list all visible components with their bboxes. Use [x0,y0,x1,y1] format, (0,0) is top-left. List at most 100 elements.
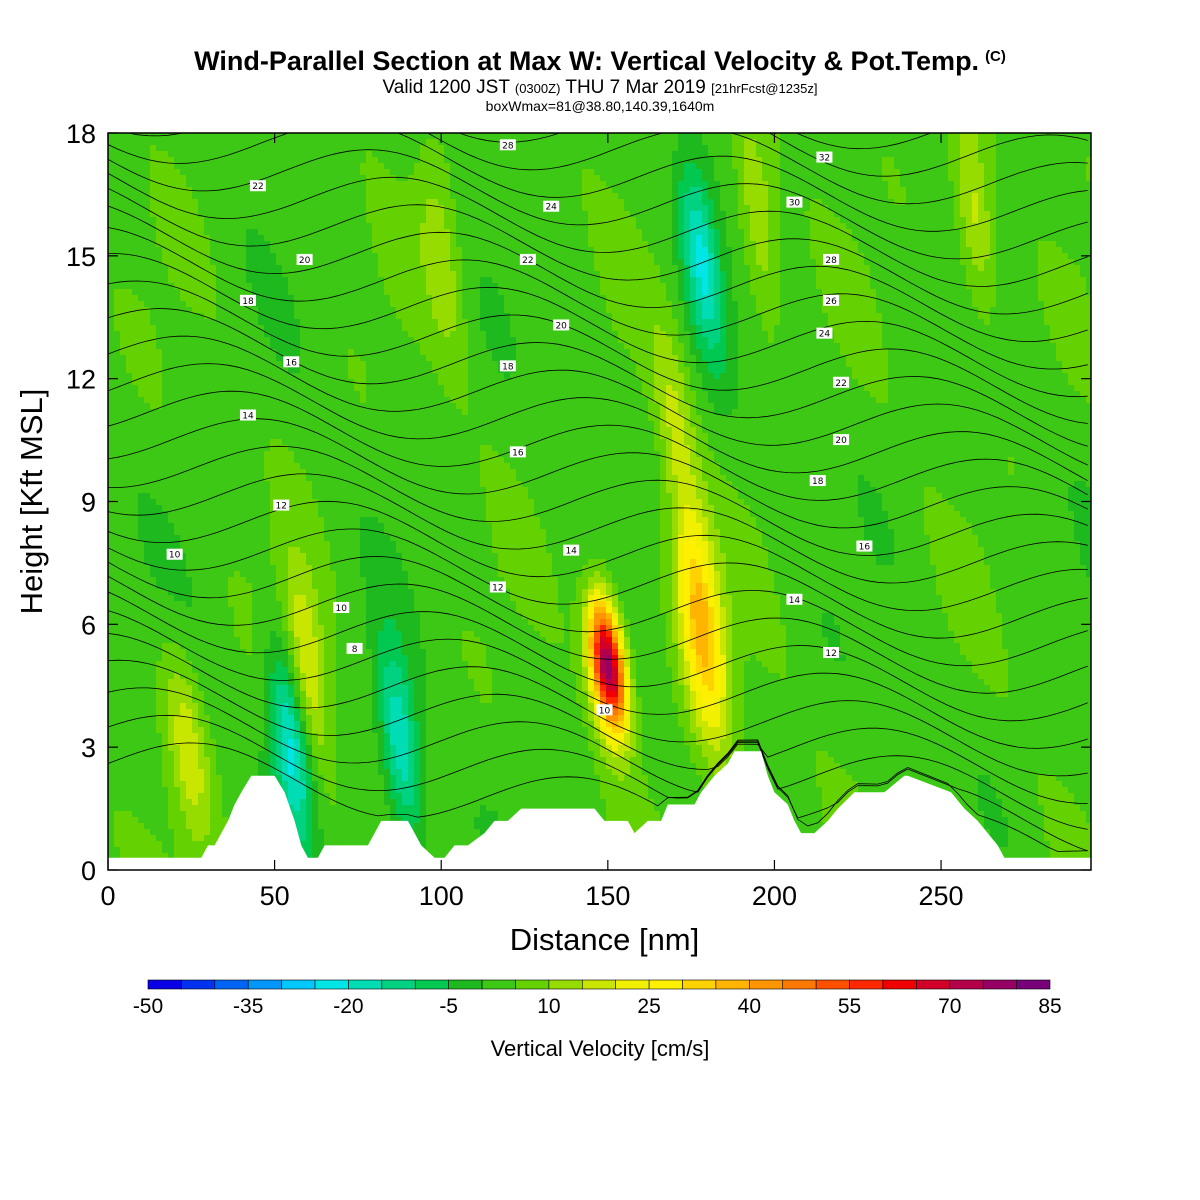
field-cell [234,199,241,206]
field-cell [126,763,133,770]
field-cell [132,361,139,368]
field-cell [144,451,151,458]
field-cell [204,631,211,638]
field-cell [288,673,295,680]
field-cell [156,139,163,146]
field-cell [264,469,271,476]
field-cell [306,655,313,662]
field-cell [300,349,307,356]
field-cell [246,487,253,494]
field-cell [192,685,199,692]
field-cell [312,535,319,542]
field-cell [168,535,175,542]
field-cell [126,163,133,170]
field-cell [312,577,319,584]
field-cell [174,661,181,668]
field-cell [246,235,253,242]
field-cell [174,217,181,224]
field-cell [108,841,115,848]
field-cell [240,469,247,476]
field-cell [228,205,235,212]
field-cell [132,553,139,560]
field-cell [324,397,331,404]
field-cell [282,199,289,206]
field-cell [270,655,277,662]
field-cell [264,451,271,458]
field-cell [258,253,265,260]
field-cell [174,535,181,542]
field-cell [114,787,121,794]
field-cell [294,577,301,584]
field-cell [186,313,193,320]
field-cell [276,409,283,416]
field-cell [174,139,181,146]
field-cell [174,679,181,686]
field-cell [234,463,241,470]
field-cell [138,385,145,392]
field-cell [342,235,349,242]
field-cell [306,235,313,242]
field-cell [348,385,355,392]
field-cell [294,247,301,254]
field-cell [318,475,325,482]
field-cell [342,385,349,392]
field-cell [138,163,145,170]
field-cell [246,595,253,602]
field-cell [162,793,169,800]
field-cell [192,553,199,560]
field-cell [204,517,211,524]
field-cell [276,607,283,614]
field-cell [222,739,229,746]
field-cell [270,157,277,164]
field-cell [318,745,325,752]
field-cell [120,463,127,470]
field-cell [180,727,187,734]
field-cell [126,139,133,146]
field-cell [282,403,289,410]
field-cell [300,433,307,440]
field-cell [156,373,163,380]
field-cell [120,457,127,464]
field-cell [312,829,319,836]
field-cell [228,535,235,542]
field-cell [306,187,313,194]
field-cell [336,505,343,512]
field-cell [138,511,145,518]
field-cell [216,799,223,806]
field-cell [348,331,355,338]
field-cell [282,709,289,716]
field-cell [186,781,193,788]
field-cell [120,493,127,500]
field-cell [336,211,343,218]
field-cell [336,481,343,488]
field-cell [288,787,295,794]
field-cell [318,439,325,446]
field-cell [126,727,133,734]
field-cell [330,835,337,842]
field-cell [156,553,163,560]
field-cell [186,343,193,350]
field-cell [186,151,193,158]
field-cell [306,217,313,224]
field-cell [174,733,181,740]
field-cell [216,547,223,554]
field-cell [126,499,133,506]
field-cell [306,181,313,188]
field-cell [186,823,193,830]
field-cell [144,733,151,740]
field-cell [168,793,175,800]
field-cell [252,577,259,584]
field-cell [126,745,133,752]
field-cell [318,283,325,290]
field-cell [132,787,139,794]
field-cell [336,205,343,212]
field-cell [318,241,325,248]
field-cell [258,667,265,674]
field-cell [132,547,139,554]
field-cell [228,781,235,788]
field-cell [294,229,301,236]
field-cell [120,295,127,302]
field-cell [294,223,301,230]
field-cell [258,133,265,140]
field-cell [258,559,265,566]
